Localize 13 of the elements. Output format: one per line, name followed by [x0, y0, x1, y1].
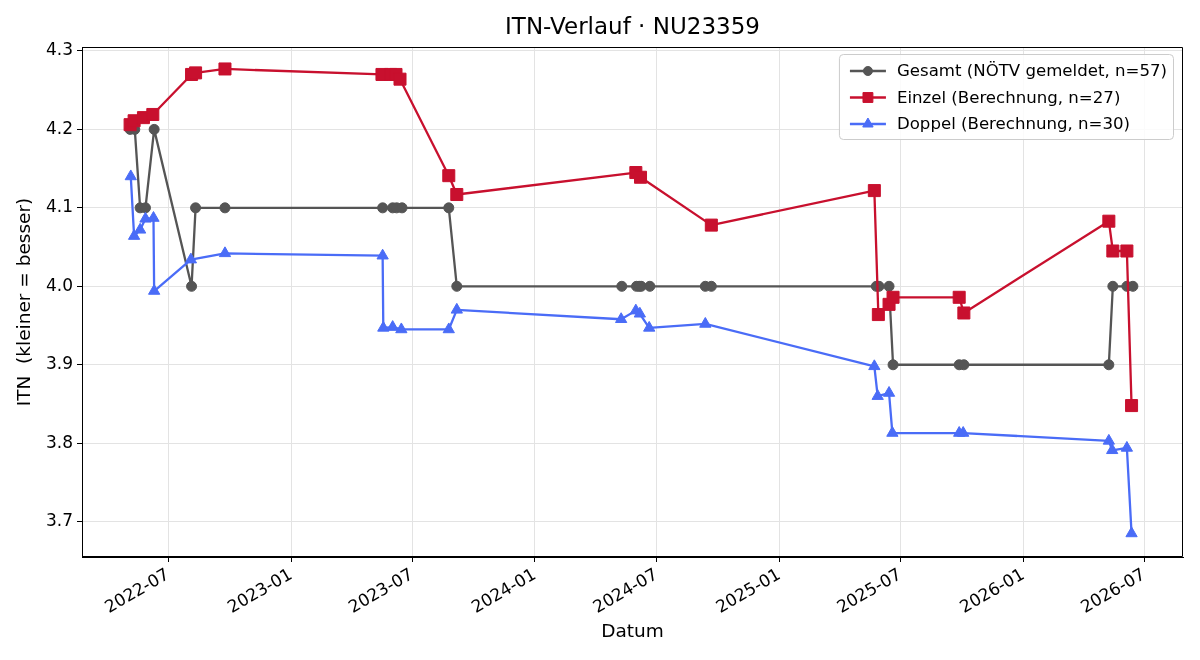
y-tick-label: 3.8 — [45, 431, 73, 452]
y-tick-label: 4.1 — [45, 196, 73, 217]
y-tick-label: 4.0 — [45, 274, 73, 295]
chart-title: ITN-Verlauf · NU23359 — [505, 12, 760, 39]
legend-label: Gesamt (NÖTV gemeldet, n=57) — [896, 61, 1168, 81]
legend-label: Doppel (Berechnung, n=30) — [896, 114, 1131, 134]
x-axis-title: Datum — [601, 619, 664, 641]
y-tick-label: 4.3 — [45, 39, 73, 60]
legend-label: Einzel (Berechnung, n=27) — [896, 87, 1121, 107]
y-axis-title: ITN (kleiner = besser) — [12, 197, 34, 407]
y-tick-label: 3.7 — [45, 510, 73, 531]
y-tick-label: 3.9 — [45, 353, 73, 374]
y-tick-label: 4.2 — [45, 117, 73, 138]
